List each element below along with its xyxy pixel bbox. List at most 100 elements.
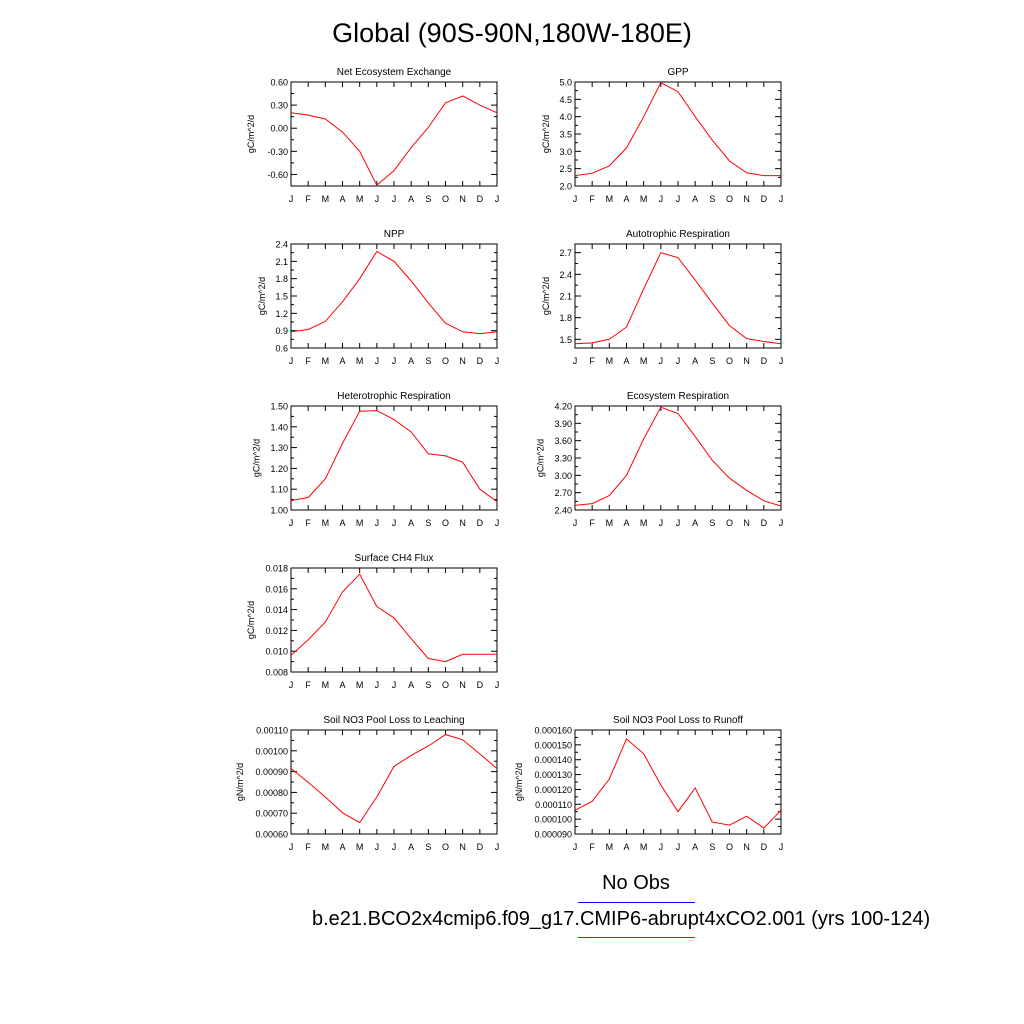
- y-tick-label: 3.60: [554, 436, 572, 446]
- y-tick-label: 2.4: [559, 270, 572, 280]
- x-tick-label: M: [640, 842, 648, 852]
- y-axis-label: gC/m^2/d: [251, 439, 261, 477]
- x-tick-label: J: [659, 194, 664, 204]
- x-tick-label: J: [779, 518, 784, 528]
- y-tick-label: 0.012: [265, 626, 288, 636]
- y-tick-label: 0.014: [265, 605, 288, 615]
- series-line: [574, 406, 782, 507]
- y-tick-label: 0.00100: [255, 746, 288, 756]
- y-tick-label: 1.10: [270, 485, 288, 495]
- x-tick-label: D: [477, 518, 484, 528]
- y-tick-label: 3.00: [554, 471, 572, 481]
- x-tick-label: F: [305, 518, 311, 528]
- y-tick-label: 1.5: [275, 292, 288, 302]
- x-tick-label: A: [623, 194, 629, 204]
- x-tick-label: J: [495, 518, 500, 528]
- x-tick-label: D: [477, 194, 484, 204]
- series-line: [290, 95, 498, 186]
- plot-frame: [290, 405, 498, 511]
- y-tick-label: 0.60: [270, 78, 288, 88]
- x-tick-label: M: [606, 356, 614, 366]
- panel-title: Autotrophic Respiration: [626, 229, 730, 240]
- x-tick-label: A: [623, 356, 629, 366]
- x-tick-label: J: [495, 194, 500, 204]
- x-tick-label: D: [477, 842, 484, 852]
- y-tick-label: 0.000100: [534, 815, 572, 825]
- y-tick-label: 1.8: [559, 313, 572, 323]
- x-tick-label: J: [573, 356, 578, 366]
- x-tick-label: N: [459, 518, 466, 528]
- panel-title: Soil NO3 Pool Loss to Leaching: [323, 715, 464, 726]
- x-tick-label: J: [495, 842, 500, 852]
- x-tick-label: J: [375, 356, 380, 366]
- x-tick-label: F: [589, 842, 595, 852]
- x-tick-label: J: [573, 194, 578, 204]
- y-axis-label: gN/m^2/d: [235, 763, 245, 801]
- y-tick-label: 0.000130: [534, 770, 572, 780]
- y-tick-label: 2.40: [554, 506, 572, 516]
- x-tick-label: N: [743, 842, 750, 852]
- x-tick-label: A: [408, 842, 414, 852]
- x-tick-label: A: [408, 518, 414, 528]
- legend-obs-line: [578, 902, 695, 903]
- y-tick-label: 2.70: [554, 488, 572, 498]
- x-tick-label: O: [442, 194, 449, 204]
- y-tick-label: 0.000120: [534, 785, 572, 795]
- y-tick-label: 3.30: [554, 454, 572, 464]
- x-tick-label: J: [375, 194, 380, 204]
- panel-title: NPP: [384, 229, 405, 240]
- x-tick-label: J: [573, 518, 578, 528]
- x-tick-label: M: [606, 194, 614, 204]
- y-axis-label: gC/m^2/d: [541, 277, 551, 315]
- panel-title: Ecosystem Respiration: [627, 391, 729, 402]
- y-tick-label: 0.6: [275, 344, 288, 354]
- x-tick-label: N: [459, 194, 466, 204]
- y-tick-label: 2.5: [559, 164, 572, 174]
- x-tick-label: J: [779, 356, 784, 366]
- x-tick-label: M: [640, 194, 648, 204]
- y-tick-label: 5.0: [559, 78, 572, 88]
- y-tick-label: 3.5: [559, 130, 572, 140]
- x-tick-label: M: [606, 518, 614, 528]
- x-tick-label: J: [659, 356, 664, 366]
- x-tick-label: F: [589, 356, 595, 366]
- x-tick-label: M: [356, 680, 364, 690]
- x-tick-label: J: [289, 356, 294, 366]
- x-tick-label: A: [408, 356, 414, 366]
- x-tick-label: J: [676, 194, 681, 204]
- plot-frame: [290, 567, 498, 673]
- x-tick-label: O: [726, 194, 733, 204]
- x-tick-label: J: [779, 842, 784, 852]
- x-tick-label: M: [356, 518, 364, 528]
- x-tick-label: J: [676, 842, 681, 852]
- y-tick-label: 4.5: [559, 95, 572, 105]
- y-tick-label: 0.000110: [535, 800, 572, 810]
- y-tick-label: 2.4: [275, 240, 288, 250]
- y-tick-label: 2.1: [559, 292, 572, 302]
- y-tick-label: -0.30: [267, 147, 288, 157]
- x-tick-label: S: [425, 680, 431, 690]
- x-tick-label: D: [477, 356, 484, 366]
- x-tick-label: O: [442, 680, 449, 690]
- y-tick-label: 0.00090: [255, 767, 288, 777]
- y-tick-label: 0.00070: [255, 809, 288, 819]
- x-tick-label: J: [375, 518, 380, 528]
- y-tick-label: -0.60: [267, 170, 288, 180]
- x-tick-label: J: [573, 842, 578, 852]
- x-tick-label: J: [375, 842, 380, 852]
- plot-frame: [290, 729, 498, 835]
- x-tick-label: O: [726, 842, 733, 852]
- x-tick-label: M: [322, 356, 330, 366]
- x-tick-label: J: [289, 194, 294, 204]
- y-tick-label: 0.30: [270, 101, 288, 111]
- x-tick-label: J: [676, 518, 681, 528]
- x-tick-label: D: [761, 518, 768, 528]
- x-tick-label: J: [676, 356, 681, 366]
- x-tick-label: N: [459, 356, 466, 366]
